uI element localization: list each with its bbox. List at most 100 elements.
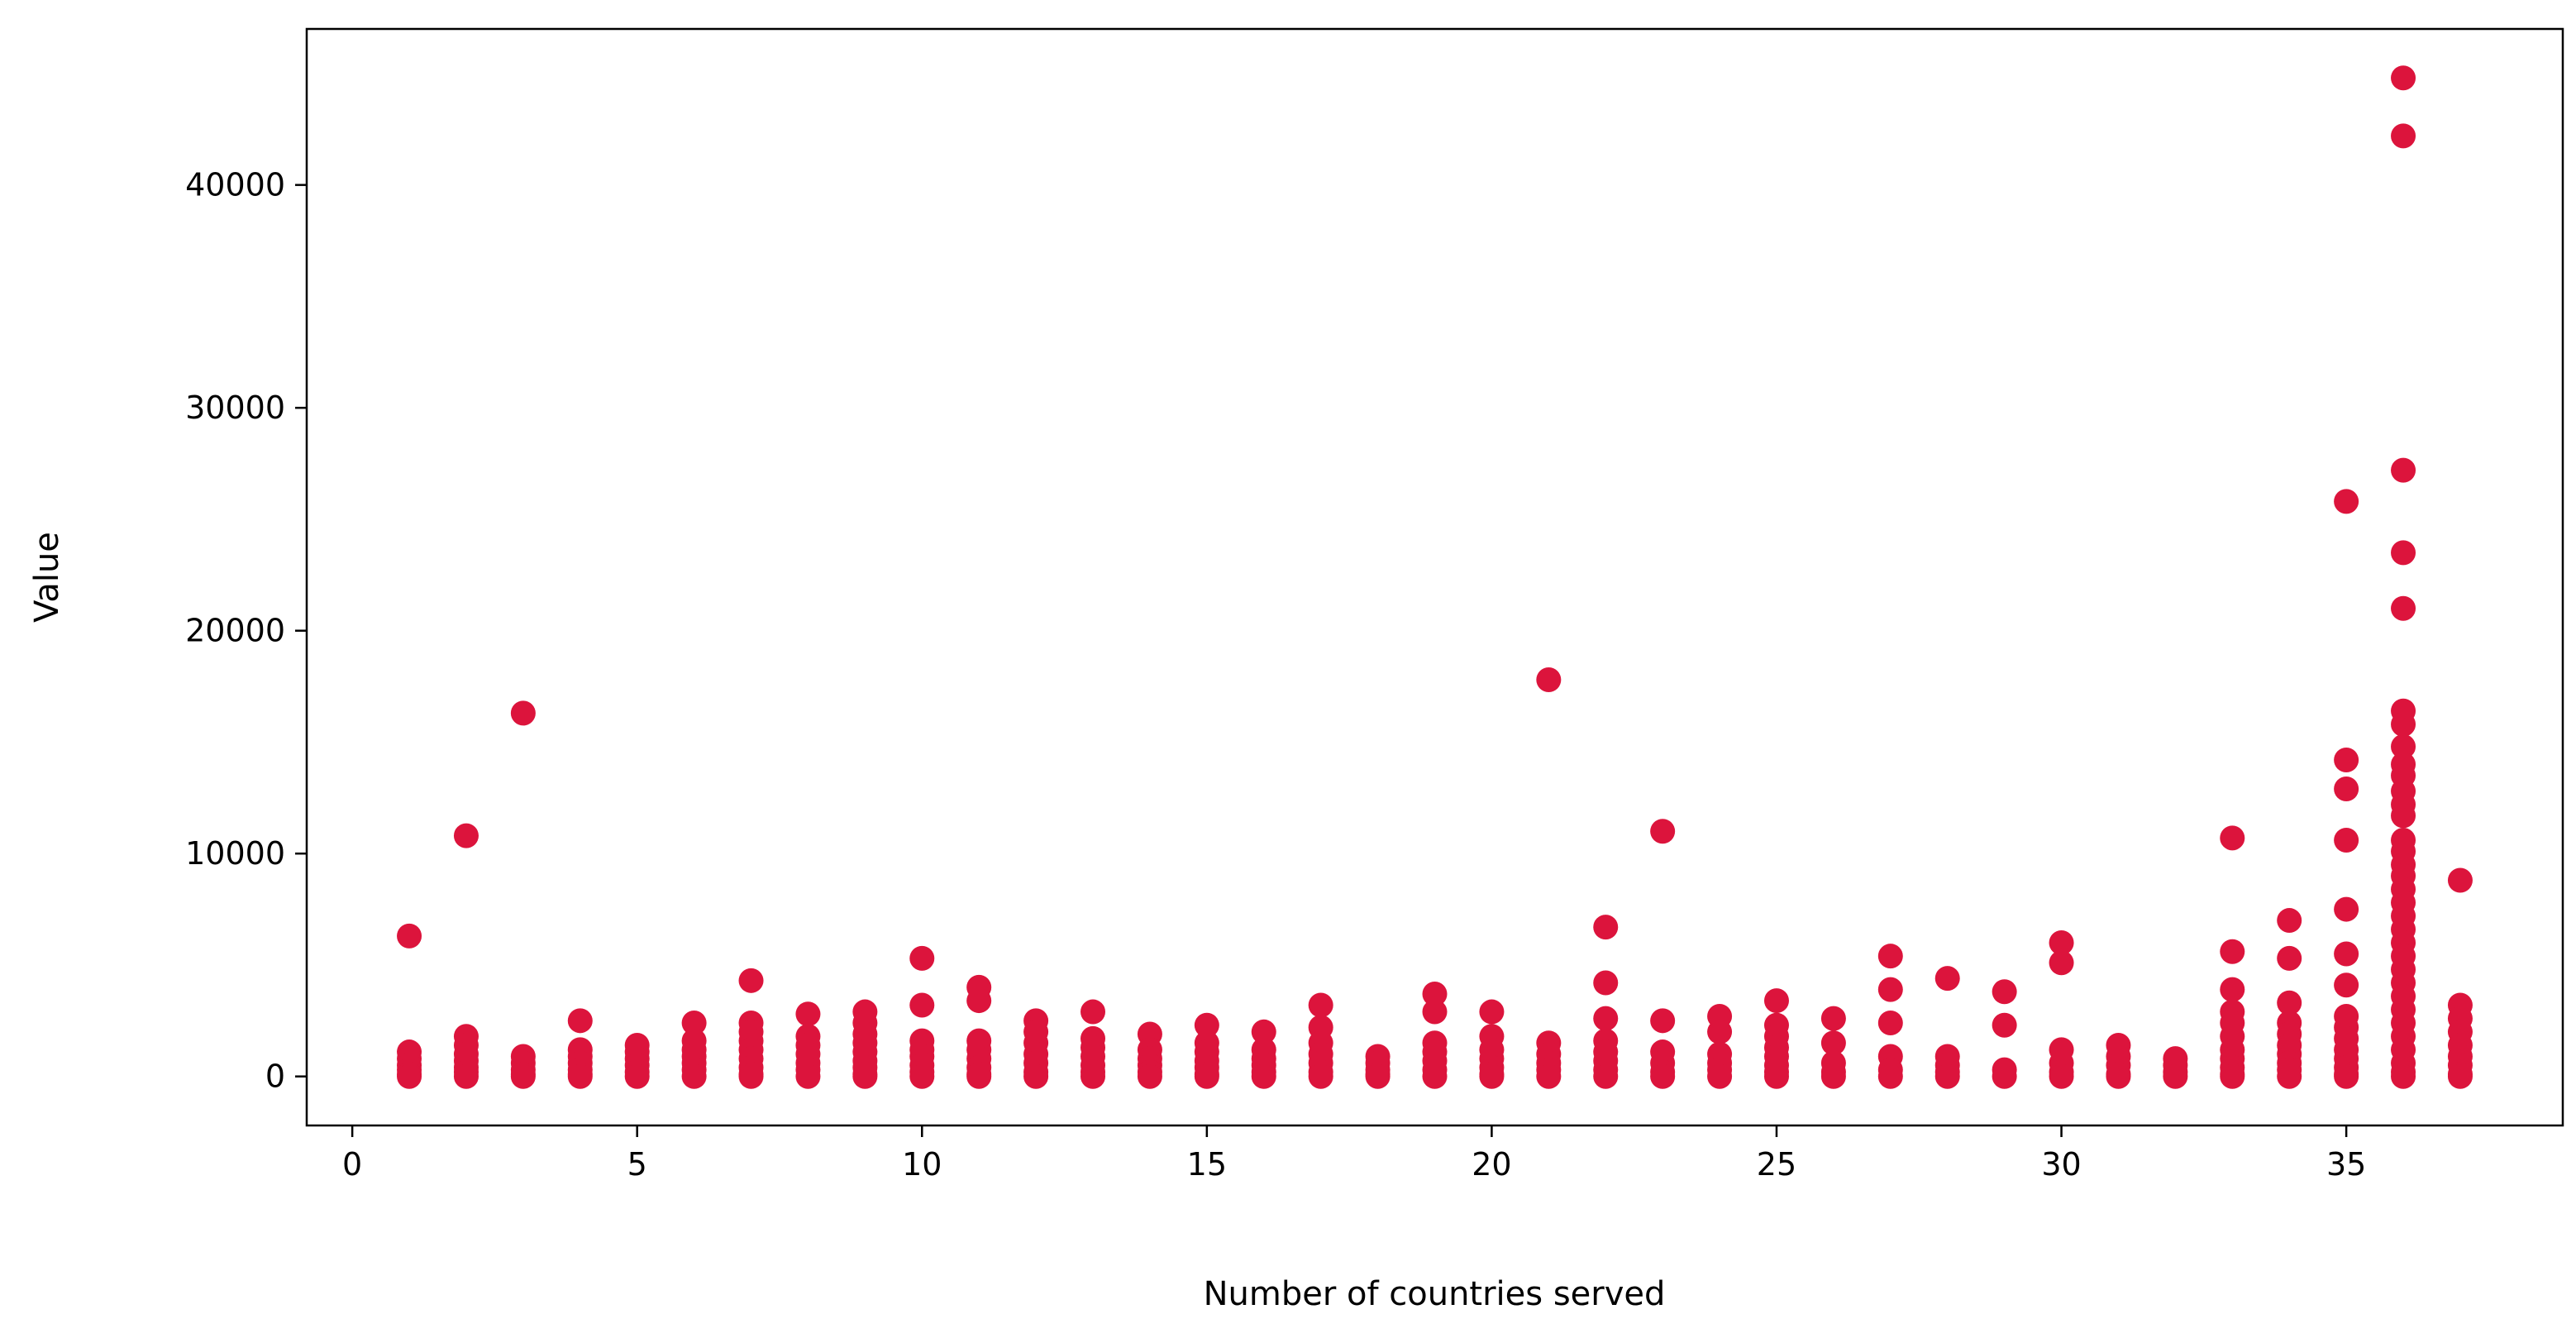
x-axis-label: Number of countries served xyxy=(1204,1275,1666,1313)
data-point xyxy=(2334,828,2359,853)
data-point xyxy=(909,992,935,1018)
data-point xyxy=(795,1001,821,1027)
data-point xyxy=(1820,1063,1846,1089)
data-point xyxy=(2391,734,2416,759)
data-point xyxy=(2334,777,2359,802)
data-point xyxy=(2391,711,2416,737)
data-point xyxy=(2277,908,2302,934)
data-point xyxy=(1023,1063,1049,1089)
data-point xyxy=(2391,595,2416,621)
data-point xyxy=(1422,981,1448,1006)
x-tick-label: 35 xyxy=(2326,1146,2366,1183)
data-point xyxy=(2334,489,2359,514)
data-point xyxy=(1707,1063,1733,1089)
data-point xyxy=(624,1063,650,1089)
data-point xyxy=(2163,1063,2188,1089)
data-point xyxy=(567,1063,593,1089)
data-point xyxy=(2220,939,2245,964)
data-point xyxy=(1934,1063,1960,1089)
x-axis-ticks: 0 5 10 15 20 25 30 35 xyxy=(342,1125,2366,1183)
data-point xyxy=(1763,1063,1789,1089)
x-tick-label: 5 xyxy=(627,1146,647,1183)
data-point xyxy=(397,923,422,949)
data-point xyxy=(1479,999,1505,1025)
data-point xyxy=(2334,941,2359,967)
data-point xyxy=(567,1008,593,1034)
data-points xyxy=(397,65,2473,1089)
data-point xyxy=(2334,748,2359,772)
data-point xyxy=(1308,1063,1333,1089)
data-point xyxy=(1593,915,1619,940)
data-point xyxy=(1934,966,1960,992)
data-point xyxy=(2391,803,2416,829)
data-point xyxy=(2220,1063,2245,1089)
data-point xyxy=(2447,1063,2473,1089)
data-point xyxy=(2391,123,2416,149)
data-point xyxy=(510,700,536,726)
data-point xyxy=(1820,1006,1846,1031)
data-point xyxy=(2391,1063,2416,1089)
data-point xyxy=(1877,1011,1903,1036)
data-point xyxy=(1820,1030,1846,1056)
data-point xyxy=(2106,1063,2131,1089)
data-point xyxy=(2049,930,2074,955)
data-point xyxy=(738,968,764,993)
data-point xyxy=(1992,1063,2017,1089)
y-axis-label: Value xyxy=(28,532,66,623)
data-point xyxy=(1365,1063,1391,1089)
x-tick-label: 0 xyxy=(342,1146,362,1183)
x-tick-label: 25 xyxy=(1757,1146,1796,1183)
data-point xyxy=(1194,1012,1219,1038)
data-point xyxy=(1593,1006,1619,1031)
data-point xyxy=(2334,1063,2359,1089)
data-point xyxy=(1536,1063,1562,1089)
data-point xyxy=(2277,1063,2302,1089)
y-tick-label: 20000 xyxy=(185,613,285,649)
data-point xyxy=(738,1063,764,1089)
data-point xyxy=(681,1063,707,1089)
data-point xyxy=(966,1063,992,1089)
data-point xyxy=(1422,1063,1448,1089)
data-point xyxy=(2391,457,2416,483)
data-point xyxy=(1650,1063,1676,1089)
data-point xyxy=(453,823,479,848)
data-point xyxy=(1479,1063,1505,1089)
data-point xyxy=(1650,819,1676,844)
data-point xyxy=(1593,970,1619,996)
data-point xyxy=(1877,1063,1903,1089)
data-point xyxy=(2220,977,2245,1002)
data-point xyxy=(2447,867,2473,893)
data-point xyxy=(1877,944,1903,969)
data-point xyxy=(2334,972,2359,998)
data-point xyxy=(1422,999,1448,1025)
data-point xyxy=(2220,825,2245,851)
y-tick-label: 0 xyxy=(265,1058,285,1095)
x-tick-label: 30 xyxy=(2041,1146,2081,1183)
data-point xyxy=(1251,1063,1276,1089)
y-tick-label: 10000 xyxy=(185,835,285,872)
data-point xyxy=(510,1063,536,1089)
data-point xyxy=(1194,1063,1219,1089)
data-point xyxy=(2391,540,2416,566)
data-point xyxy=(1251,1019,1276,1044)
data-point xyxy=(1877,977,1903,1002)
data-point xyxy=(1992,979,2017,1005)
data-point xyxy=(1992,1012,2017,1038)
data-point xyxy=(852,1063,878,1089)
data-point xyxy=(909,1063,935,1089)
data-point xyxy=(397,1063,422,1089)
data-point xyxy=(2277,945,2302,971)
y-tick-label: 40000 xyxy=(185,167,285,203)
x-tick-label: 15 xyxy=(1187,1146,1227,1183)
data-point xyxy=(1080,1063,1106,1089)
data-point xyxy=(1536,667,1562,692)
data-point xyxy=(1707,1019,1733,1044)
data-point xyxy=(2049,1063,2074,1089)
x-tick-label: 20 xyxy=(1472,1146,1511,1183)
y-tick-label: 30000 xyxy=(185,389,285,426)
data-point xyxy=(2334,896,2359,922)
data-point xyxy=(2049,950,2074,976)
data-point xyxy=(2391,65,2416,91)
